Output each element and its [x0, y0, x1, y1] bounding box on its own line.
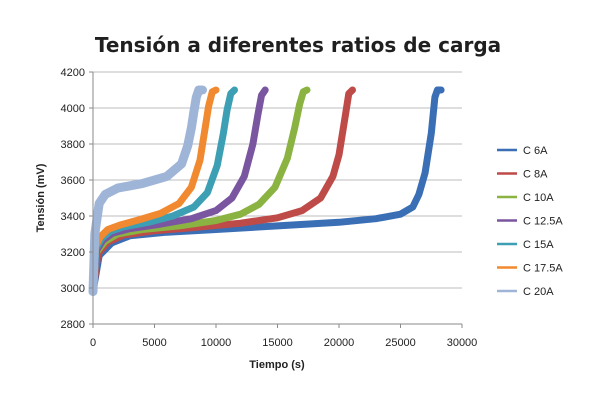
legend-label: C 12.5A: [523, 216, 563, 228]
chart-title: Tensión a diferentes ratios de carga: [95, 33, 501, 57]
y-tick-label: 4000: [61, 103, 85, 115]
x-tick-label: 15000: [262, 337, 293, 349]
legend-label: C 8A: [523, 169, 548, 181]
y-tick-label: 3400: [61, 211, 85, 223]
x-tick-label: 10000: [201, 337, 232, 349]
series-layer: [88, 85, 445, 297]
y-tick-label: 3600: [61, 175, 85, 187]
legend-label: C 15A: [523, 239, 554, 251]
x-axis-label: Tiempo (s): [249, 359, 305, 371]
series-line-c-20a: [88, 85, 207, 297]
x-tick-label: 0: [90, 337, 96, 349]
x-tick-label: 25000: [385, 337, 416, 349]
series-line-c-17-5a: [89, 86, 220, 296]
x-tick-label: 5000: [142, 337, 166, 349]
x-tick-label: 20000: [324, 337, 355, 349]
legend-label: C 6A: [523, 145, 548, 157]
legend-label: C 20A: [523, 286, 554, 298]
y-tick-label: 3200: [61, 247, 85, 259]
legend-label: C 17.5A: [523, 263, 563, 275]
x-tick-label: 30000: [447, 337, 478, 349]
legend-label: C 10A: [523, 192, 554, 204]
plot-area: [93, 72, 462, 324]
y-tick-label: 3800: [61, 139, 85, 151]
y-tick-label: 4200: [61, 67, 85, 79]
y-tick-label: 2800: [61, 319, 85, 331]
tick-labels: 2800 3000 3200 3400 3600 3800 4000 4200 0 5000 100…: [61, 67, 478, 349]
y-tick-label: 3000: [61, 283, 85, 295]
y-axis-label: Tensión (mV): [35, 163, 47, 232]
legend: C 6A C 8A C 10A C 12.5A C 15A C 17.5A C 20A: [497, 145, 563, 298]
